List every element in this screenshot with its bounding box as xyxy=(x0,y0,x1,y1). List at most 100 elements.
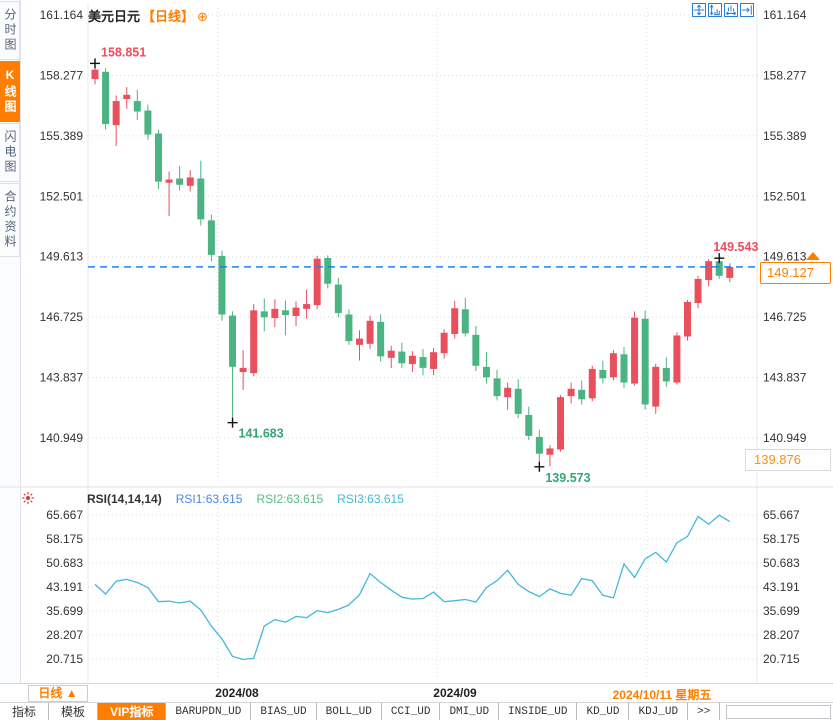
indicator-tab[interactable]: VIP指标 xyxy=(98,703,167,720)
indicator-tab[interactable]: 模板 xyxy=(49,703,99,720)
date-label: 2024/09 xyxy=(433,686,477,700)
sidebar-tab-item[interactable]: 闪电图 xyxy=(0,123,20,182)
price-annotation: 149.543 xyxy=(713,240,758,254)
sidebar-tab-item[interactable]: 合约资料 xyxy=(0,183,20,257)
y-axis-label: 146.725 xyxy=(763,310,807,324)
candlestick xyxy=(271,308,279,319)
indicator-tab[interactable]: KDJ_UD xyxy=(629,703,689,720)
x-axis-scale-icon[interactable] xyxy=(724,3,738,17)
rsi-axis-label: 43.191 xyxy=(763,580,800,594)
candlestick xyxy=(694,278,702,304)
symbol-name: 美元日元 xyxy=(88,9,141,24)
candlestick xyxy=(345,314,353,342)
rsi-settings-icon[interactable] xyxy=(21,491,35,505)
indicator-tab[interactable]: BARUPDN_UD xyxy=(166,703,252,720)
candlestick xyxy=(144,110,152,135)
y-axis-label: 155.389 xyxy=(40,129,84,143)
candlestick xyxy=(673,335,681,383)
candlestick xyxy=(102,71,110,125)
candlestick xyxy=(525,414,533,436)
rsi-legend-1: RSI1:63.615 xyxy=(175,492,243,506)
indicator-tab[interactable]: INSIDE_UD xyxy=(499,703,578,720)
chart-toolbar xyxy=(692,3,754,17)
candlestick xyxy=(239,367,247,373)
candlestick xyxy=(472,334,480,366)
date-label: 2024/10/11 星期五 xyxy=(612,688,712,702)
indicator-tab[interactable]: KD_UD xyxy=(577,703,630,720)
rsi-axis-label: 28.207 xyxy=(763,628,800,642)
y-axis-label: 140.949 xyxy=(40,431,84,445)
candlestick xyxy=(557,397,565,450)
candlestick xyxy=(504,387,512,398)
y-axis-label: 161.164 xyxy=(763,8,807,22)
candlestick xyxy=(112,101,120,126)
candlestick xyxy=(165,179,173,183)
rsi-indicator-header: RSI(14,14,14) RSI1:63.615 RSI2:63.615 RSI3… xyxy=(87,492,404,506)
candlestick xyxy=(535,436,543,454)
y-axis-label: 149.613 xyxy=(40,250,84,264)
candlestick xyxy=(377,321,385,357)
candlestick xyxy=(514,388,522,414)
candlestick xyxy=(440,332,448,354)
y-axis-label: 143.837 xyxy=(40,371,84,385)
rsi-axis-label: 35.699 xyxy=(763,604,800,618)
y-axis-label: 149.613 xyxy=(763,250,807,264)
chart-canvas[interactable]: 161.164 161.164 158.277 158.277 155.389 155.3… xyxy=(0,0,833,683)
candlestick xyxy=(599,369,607,379)
sidebar-tab-item[interactable]: 分时图 xyxy=(0,1,20,60)
y-axis-label: 143.837 xyxy=(763,371,807,385)
period-selector[interactable]: 日线 ▲ xyxy=(28,685,88,702)
candlestick xyxy=(398,351,406,364)
candlestick xyxy=(578,389,586,400)
candlestick xyxy=(641,318,649,405)
candlestick xyxy=(229,315,237,367)
rsi-title: RSI(14,14,14) xyxy=(87,492,162,506)
indicator-tab[interactable]: DMI_UD xyxy=(440,703,500,720)
y-axis-scale-icon[interactable] xyxy=(708,3,722,17)
price-annotation: 158.851 xyxy=(101,45,146,59)
pan-icon[interactable] xyxy=(692,3,706,17)
candlestick xyxy=(207,220,215,255)
rsi-axis-label: 65.667 xyxy=(46,508,83,522)
indicator-tab-bar: 指标 模板 VIP指标 BARUPDN_UD BIAS_UD BOLL_UD CCI_UD D… xyxy=(0,702,833,720)
candlestick xyxy=(387,350,395,358)
candlestick xyxy=(260,311,268,318)
indicator-tab[interactable]: 指标 xyxy=(0,703,50,720)
candlestick xyxy=(451,308,459,334)
add-indicator-icon[interactable]: ⊕ xyxy=(197,9,208,24)
rsi-axis-label: 58.175 xyxy=(46,532,83,546)
sidebar-tab-active[interactable]: K线图 xyxy=(0,61,20,122)
candlestick xyxy=(281,310,289,316)
y-axis-label: 140.949 xyxy=(763,431,807,445)
candlestick xyxy=(482,366,490,378)
indicator-tab[interactable]: BIAS_UD xyxy=(251,703,317,720)
candlestick xyxy=(313,258,321,306)
candlestick xyxy=(366,320,374,344)
go-to-latest-icon[interactable] xyxy=(740,3,754,17)
candlestick xyxy=(186,177,194,186)
indicator-input-box[interactable] xyxy=(726,705,832,719)
indicator-tab[interactable]: BOLL_UD xyxy=(317,703,382,720)
candlestick xyxy=(567,388,575,397)
low-price-tag: 139.876 xyxy=(745,449,831,472)
candlestick xyxy=(408,355,416,365)
candlestick xyxy=(546,448,554,455)
candlestick xyxy=(197,178,205,220)
indicator-tab[interactable]: CCI_UD xyxy=(382,703,441,720)
rsi-line xyxy=(94,514,731,661)
time-axis: 日线 ▲ 2024/08 2024/09 2024/10/11 星期五 xyxy=(0,683,833,702)
rsi-axis-label: 28.207 xyxy=(46,628,83,642)
rsi-legend-3: RSI3:63.615 xyxy=(337,492,404,506)
price-annotation: 139.573 xyxy=(545,471,590,485)
more-tabs-button[interactable]: >> xyxy=(688,703,721,720)
candlestick xyxy=(493,378,501,397)
y-axis-label: 158.277 xyxy=(40,68,84,82)
period-tag: 【日线】 xyxy=(142,9,195,24)
candlestick xyxy=(324,258,332,284)
candlestick xyxy=(292,307,300,316)
price-annotation: 141.683 xyxy=(239,427,284,441)
candlestick xyxy=(303,304,311,309)
date-label: 2024/08 xyxy=(215,686,259,700)
rsi-axis-label: 20.715 xyxy=(46,652,83,666)
candlestick xyxy=(620,354,628,383)
